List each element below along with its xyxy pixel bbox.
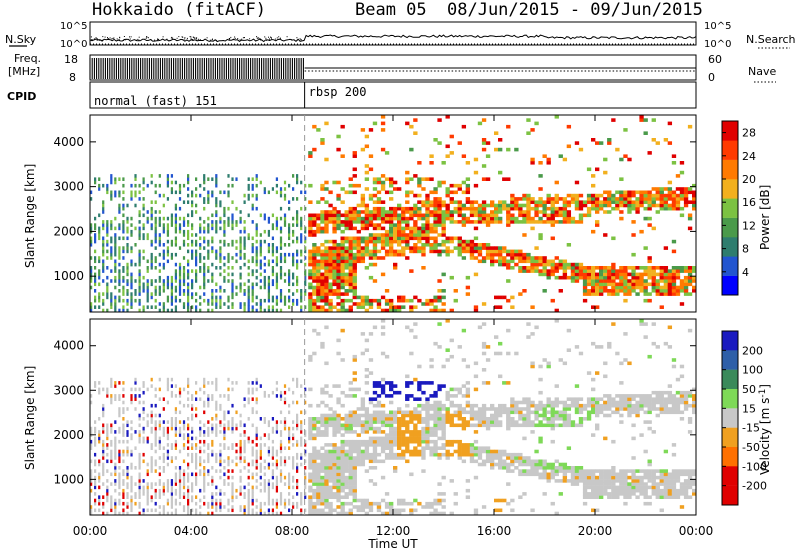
- y-tick-label: 1000: [53, 472, 84, 486]
- velocity-panel: 1000 2000 3000 4000: [53, 318, 697, 516]
- freq-tick-top: 18: [64, 53, 78, 66]
- y-tick-label: 2000: [53, 224, 84, 238]
- y-tick-label: 4000: [53, 135, 84, 149]
- power-colorbar-tick: 8: [742, 243, 749, 256]
- nsky-tick-bottom: 10^0: [60, 39, 87, 50]
- cpid-strip: [89, 81, 697, 109]
- x-tick-label: 00:00: [73, 524, 108, 538]
- cpid-label: CPID: [7, 90, 36, 103]
- velocity-colorbar-tick: -100: [742, 460, 767, 473]
- x-tick-label: 00:00: [679, 524, 714, 538]
- nave-label: Nave: [748, 65, 776, 78]
- x-axis: 00:00 04:00 08:00 12:00 16:00 20:00 00:00: [73, 524, 714, 538]
- velocity-colorbar-tick: 15: [742, 402, 756, 415]
- power-colorbar-tick: 28: [742, 127, 756, 140]
- y-tick-label: 3000: [53, 383, 84, 397]
- nave-tick-top: 60: [708, 53, 722, 66]
- power-colorbar: 4 8 12 16 20 24 28: [721, 120, 756, 296]
- date-range: 08/Jun/2015 - 09/Jun/2015: [447, 0, 703, 20]
- velocity-ylabel: Slant Range [km]: [23, 366, 37, 470]
- y-tick-label: 1000: [53, 269, 84, 283]
- y-tick-label: 4000: [53, 339, 84, 353]
- nave-tick-bottom: 0: [708, 71, 715, 84]
- velocity-colorbar-tick: -50: [742, 441, 760, 454]
- velocity-colorbar-tick: -15: [742, 422, 760, 435]
- freq-label-2: [MHz]: [8, 65, 40, 78]
- power-colorbar-tick: 16: [742, 196, 756, 209]
- x-tick-label: 08:00: [275, 524, 310, 538]
- nsky-strip: [89, 21, 697, 46]
- freq-label-1: Freq.: [14, 52, 41, 65]
- x-tick-label: 20:00: [578, 524, 613, 538]
- cpid-segment-label: rbsp 200: [309, 85, 367, 99]
- velocity-colorbar-label: Velocity [m s-1]: [758, 384, 772, 475]
- power-colorbar-tick: 4: [742, 266, 749, 279]
- nsky-label: N.Sky: [5, 33, 37, 46]
- velocity-colorbar-tick: 100: [742, 364, 763, 377]
- y-tick-label: 2000: [53, 428, 84, 442]
- power-colorbar-tick: 12: [742, 219, 756, 232]
- x-tick-label: 12:00: [376, 524, 411, 538]
- velocity-colorbar-tick: -200: [742, 480, 767, 493]
- velocity-colorbar: 200 100 50 15 -15 -50 -100 -200: [721, 330, 767, 506]
- x-tick-label: 16:00: [477, 524, 512, 538]
- nsearch-tick-bottom: 10^0: [704, 39, 731, 50]
- velocity-colorbar-tick: 200: [742, 344, 763, 357]
- power-colorbar-tick: 20: [742, 173, 756, 186]
- nsearch-label: N.Search: [746, 33, 796, 46]
- cpid-segment-label: normal (fast) 151: [94, 94, 217, 108]
- velocity-colorbar-tick: 50: [742, 383, 756, 396]
- freq-tick-bottom: 8: [69, 71, 76, 84]
- power-colorbar-label: Power [dB]: [758, 185, 772, 250]
- nsky-trace: [89, 34, 697, 45]
- power-panel: 1000 2000 3000 4000: [53, 114, 697, 313]
- x-axis-title: Time UT: [367, 537, 418, 551]
- power-ylabel: Slant Range [km]: [23, 164, 37, 268]
- power-colorbar-tick: 24: [742, 150, 756, 163]
- x-tick-label: 04:00: [174, 524, 209, 538]
- station-title: Hokkaido (fitACF): [92, 0, 266, 20]
- cpid-segments: normal (fast) 151 rbsp 200: [94, 82, 366, 108]
- y-tick-label: 3000: [53, 180, 84, 194]
- nsearch-tick-top: 10^5: [704, 21, 731, 32]
- freq-trace: [89, 58, 696, 79]
- beam-label: Beam 05: [355, 0, 427, 20]
- nsky-tick-top: 10^5: [60, 21, 87, 32]
